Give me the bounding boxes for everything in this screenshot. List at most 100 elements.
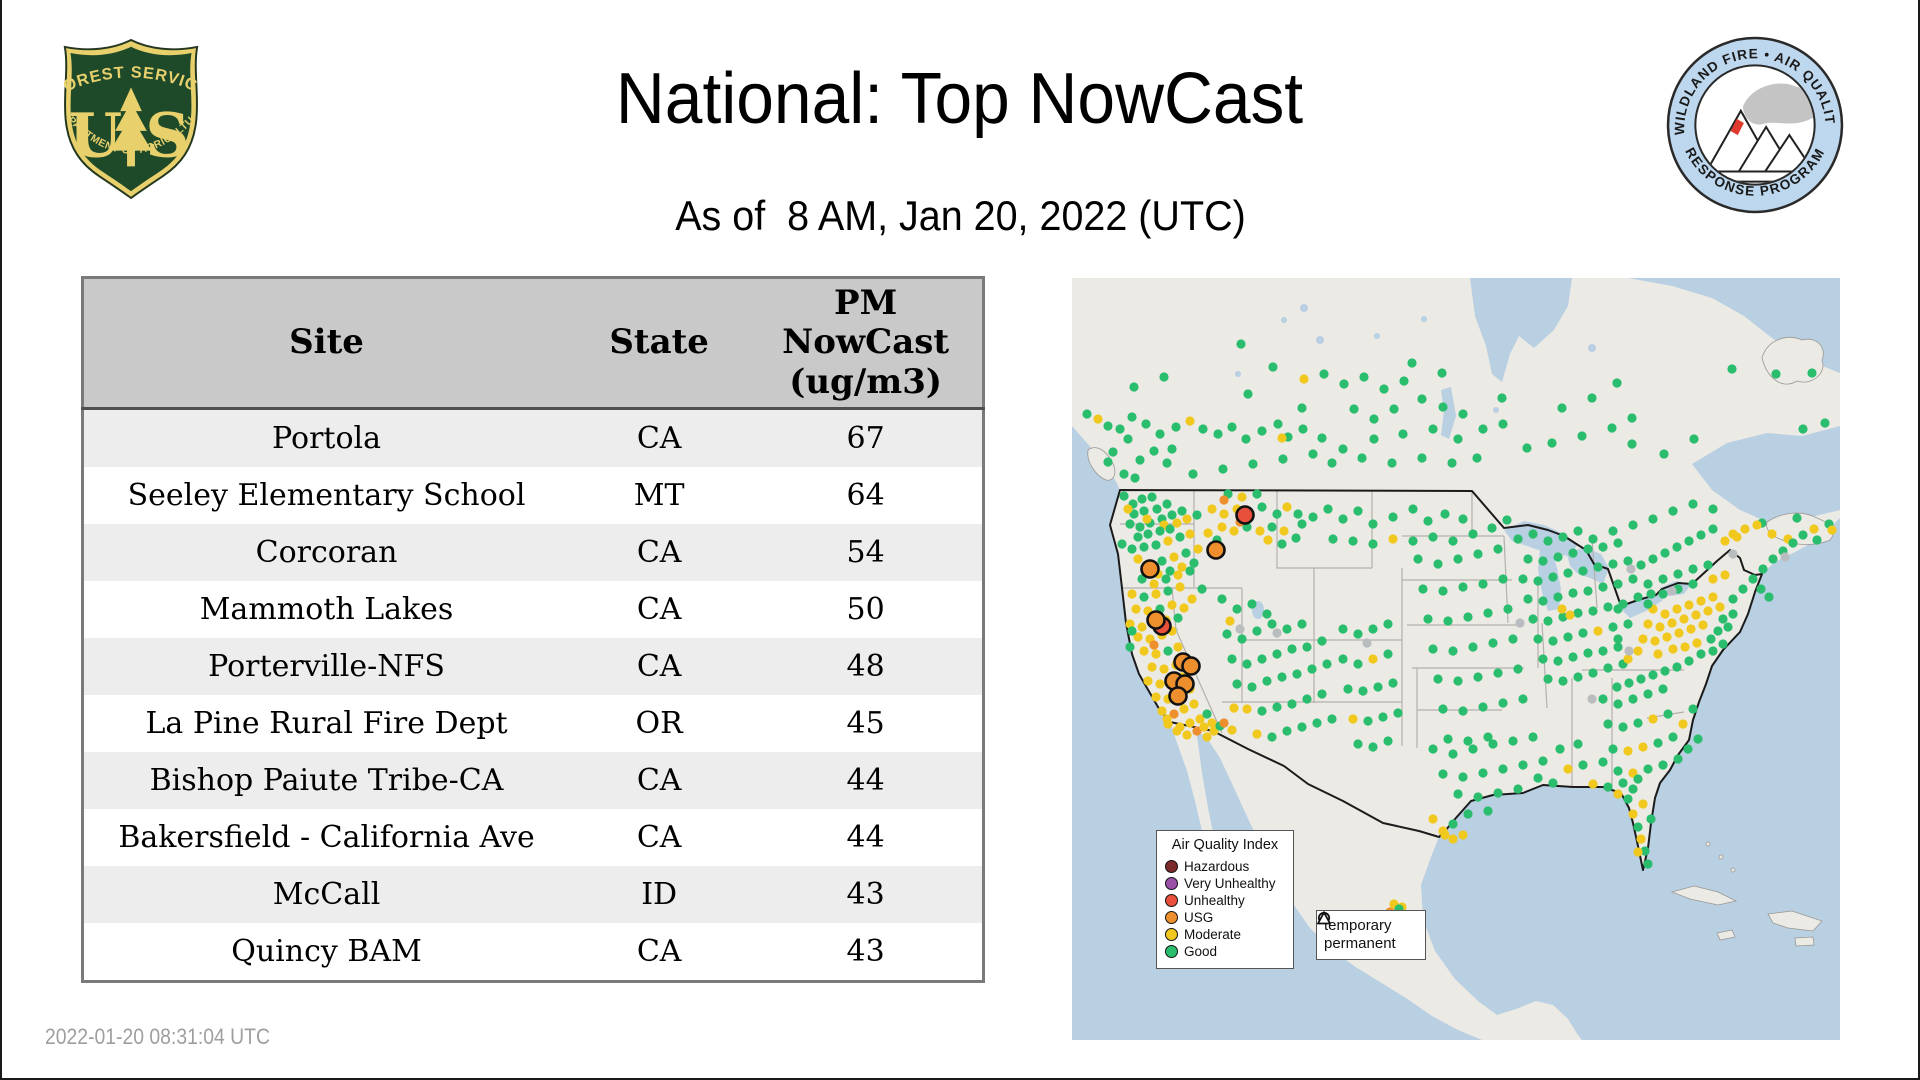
monitor-dot — [1387, 458, 1397, 468]
air-quality-map: Air Quality Index Hazardous Very Unhealth… — [1072, 278, 1840, 1040]
monitor-dot — [1127, 626, 1137, 636]
monitor-dot — [1317, 433, 1327, 443]
monitor-dot — [1563, 764, 1573, 774]
state-cell: CA — [569, 809, 750, 866]
pm-cell: 44 — [749, 752, 984, 809]
monitor-dot — [1129, 382, 1139, 392]
aqi-item-label: Moderate — [1184, 927, 1242, 942]
monitor-dot — [1162, 714, 1172, 724]
monitor-dot — [1152, 504, 1162, 514]
monitor-dot — [1438, 402, 1448, 412]
aqi-legend-item: Hazardous — [1165, 858, 1285, 875]
monitor-dot — [1297, 519, 1307, 529]
monitor-dot — [1182, 730, 1192, 740]
water-hudson-bay — [1470, 278, 1572, 382]
legend-row-permanent: permanent — [1317, 911, 1418, 953]
monitor-dot — [1809, 524, 1819, 534]
monitor-dot — [1317, 636, 1327, 646]
monitor-dot — [1308, 449, 1318, 459]
monitor-dot — [1653, 649, 1663, 659]
aqi-swatch-icon — [1165, 911, 1178, 924]
monitor-dot — [1142, 514, 1152, 524]
monitor-dot — [1643, 619, 1653, 629]
monitor-dot — [1262, 609, 1272, 619]
monitor-dot — [1237, 492, 1247, 502]
monitor-dot — [1588, 779, 1598, 789]
monitor-dot — [1553, 592, 1563, 602]
monitor-dot — [1125, 619, 1135, 629]
monitor-dot — [1093, 414, 1103, 424]
site-cell: Seeley Elementary School — [82, 467, 570, 524]
monitor-dot — [1189, 699, 1199, 709]
monitor-dot — [1497, 393, 1507, 403]
monitor-dot — [1151, 692, 1161, 702]
site-cell: La Pine Rural Fire Dept — [82, 695, 570, 752]
monitor-dot — [1688, 499, 1698, 509]
monitor-dot — [1272, 628, 1282, 638]
monitor-dot — [1771, 369, 1781, 379]
monitor-dot — [1187, 594, 1197, 604]
monitor-dot — [1369, 414, 1379, 424]
monitor-dot — [1207, 504, 1217, 514]
monitor-dot — [1598, 542, 1608, 552]
monitor-dot — [1383, 619, 1393, 629]
pm-cell: 48 — [749, 638, 984, 695]
monitor-dot — [1607, 423, 1617, 433]
monitor-dot — [1543, 616, 1553, 626]
monitor-dot — [1498, 574, 1508, 584]
monitor-dot — [1533, 634, 1543, 644]
monitor-dot — [1268, 362, 1278, 372]
shield-letter-s: S — [145, 101, 189, 172]
monitor-dot — [1633, 847, 1643, 857]
monitor-dot — [1263, 535, 1273, 545]
monitor-dot — [1557, 403, 1567, 413]
monitor-dot — [1684, 536, 1694, 546]
monitor-dot — [1538, 556, 1548, 566]
monitor-dot — [1493, 788, 1503, 798]
water-st-lawrence — [1692, 426, 1840, 524]
monitor-dot — [1353, 739, 1363, 749]
page-subtitle: As of 8 AM, Jan 20, 2022 (UTC) — [674, 192, 1246, 239]
monitor-dot — [1720, 536, 1730, 546]
monitor-dot — [1219, 509, 1229, 519]
monitor-dot — [1658, 589, 1668, 599]
monitor-dot — [1117, 539, 1127, 549]
monitor-dot — [1488, 638, 1498, 648]
monitor-dot — [1518, 760, 1528, 770]
monitor-dot — [1175, 532, 1185, 542]
shield-letter-u: U — [69, 101, 122, 172]
monitor-dot — [1135, 455, 1145, 465]
monitor-dot — [1633, 774, 1643, 784]
monitor-dot — [1192, 510, 1202, 520]
monitor-dot — [1257, 426, 1267, 436]
state-cell: CA — [569, 581, 750, 638]
monitor-dot — [1658, 684, 1668, 694]
monitor-dot — [1282, 624, 1292, 634]
monitor-dot — [1603, 602, 1613, 612]
monitor-dot — [1563, 632, 1573, 642]
monitor-dot — [1195, 714, 1205, 724]
monitor-dot — [1179, 704, 1189, 714]
monitor-dot — [1237, 634, 1247, 644]
aqi-legend: Air Quality Index Hazardous Very Unhealth… — [1156, 830, 1294, 969]
top-site-marker — [1206, 540, 1226, 560]
monitor-dot — [1407, 358, 1417, 368]
monitor-dot — [1185, 718, 1195, 728]
monitor-dot — [1438, 704, 1448, 714]
monitor-dot — [1155, 526, 1165, 536]
monitor-dot — [1181, 548, 1191, 558]
monitor-dot — [1558, 532, 1568, 542]
flame-icon — [1730, 118, 1744, 136]
monitor-dot — [1127, 412, 1137, 422]
monitor-dot — [1563, 568, 1573, 578]
monitor-dot — [1628, 784, 1638, 794]
monitor-dot — [1143, 676, 1153, 686]
monitor-dot — [1139, 542, 1149, 552]
monitor-dot — [1636, 560, 1646, 570]
monitor-dot — [1312, 718, 1322, 728]
monitor-dot — [1683, 744, 1693, 754]
monitor-dot — [1636, 674, 1646, 684]
monitor-dot — [1433, 559, 1443, 569]
monitor-dot — [1638, 799, 1648, 809]
monitor-dot — [1453, 789, 1463, 799]
